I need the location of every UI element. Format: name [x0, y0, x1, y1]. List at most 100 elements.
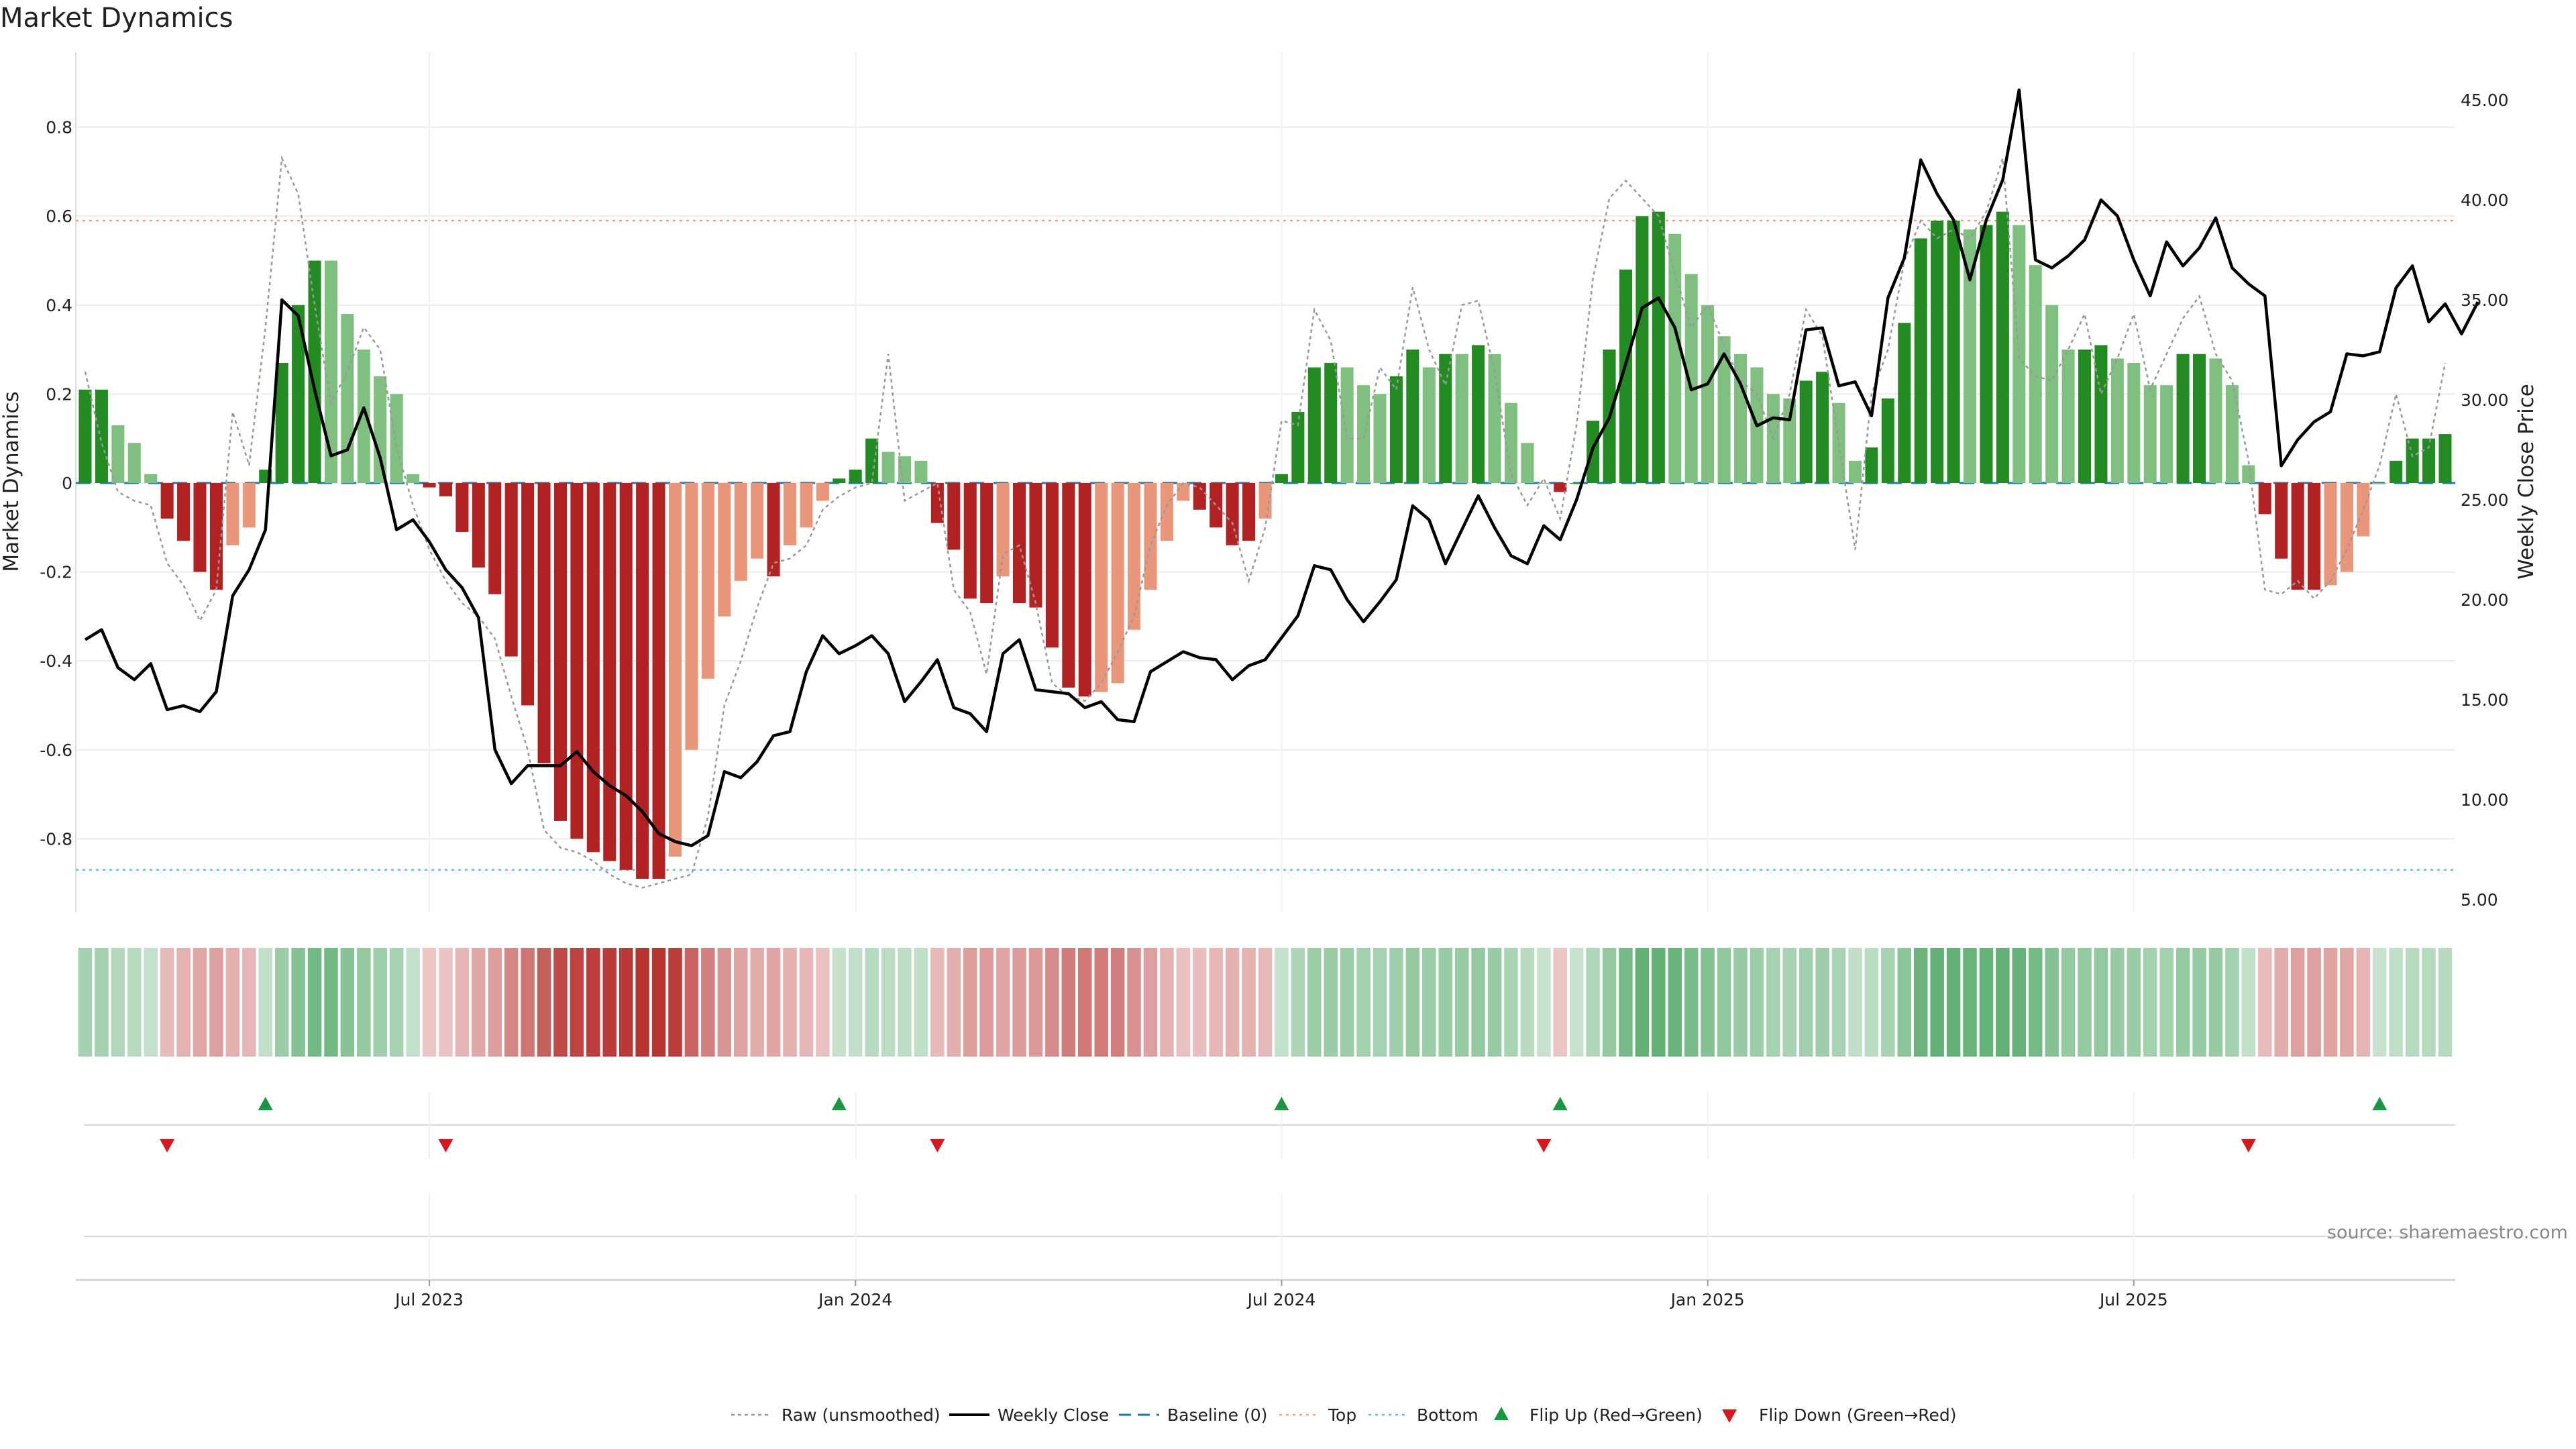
heat-cell: [1619, 948, 1633, 1057]
flip-down-marker: [1536, 1139, 1552, 1152]
heat-cell: [635, 948, 649, 1057]
momentum-bar: [1078, 483, 1091, 697]
momentum-bar: [423, 483, 436, 488]
momentum-bar: [2291, 483, 2304, 590]
momentum-bar: [734, 483, 747, 581]
momentum-bar: [1045, 483, 1059, 648]
heat-cell: [1668, 948, 1682, 1057]
left-axis-label: Market Dynamics: [0, 391, 23, 572]
right-tick-label: 35.00: [2461, 290, 2509, 310]
flip-down-marker: [2241, 1139, 2256, 1152]
heat-cell: [1028, 948, 1043, 1057]
momentum-bar: [2029, 265, 2042, 483]
heat-cell: [2340, 948, 2354, 1057]
heat-cell: [488, 948, 502, 1057]
momentum-bar: [2225, 385, 2239, 483]
left-tick-label: 0.2: [46, 384, 72, 404]
momentum-bars: [78, 211, 2452, 879]
momentum-bar: [1013, 483, 1026, 604]
left-tick-label: 0.4: [46, 296, 72, 315]
momentum-bar: [177, 483, 191, 541]
momentum-bar: [95, 389, 108, 483]
heat-cell: [1684, 948, 1699, 1057]
heat-cell: [1291, 948, 1305, 1057]
momentum-bar: [1193, 483, 1206, 510]
momentum-bar: [718, 483, 731, 616]
legend-label: Raw (unsmoothed): [782, 1405, 941, 1425]
heat-cell: [733, 948, 748, 1057]
flip-up-marker: [1274, 1097, 1289, 1110]
heat-cell: [2159, 948, 2174, 1057]
momentum-bar: [1504, 402, 1517, 483]
right-tick-label: 5.00: [2461, 890, 2498, 910]
heat-cell: [1389, 948, 1403, 1057]
heat-cell: [1733, 948, 1748, 1057]
momentum-bar: [881, 451, 895, 483]
heat-cell: [1405, 948, 1420, 1057]
heat-cell: [1471, 948, 1485, 1057]
right-tick-label: 30.00: [2461, 390, 2509, 410]
lower-panel: [76, 1193, 2455, 1281]
heat-cell: [684, 948, 699, 1057]
momentum-bar: [1848, 460, 1862, 483]
momentum-bar: [833, 478, 846, 483]
source-note: source: sharemaestro.com: [2327, 1222, 2568, 1243]
momentum-bar: [2045, 305, 2059, 483]
right-tick-label: 15.00: [2461, 690, 2509, 710]
heat-cell: [2323, 948, 2338, 1057]
momentum-bar: [553, 483, 568, 821]
heat-cell: [2422, 948, 2436, 1057]
momentum-bar: [2094, 345, 2108, 483]
flip-up-marker: [2372, 1097, 2387, 1110]
x-tick-label: Jul 2023: [394, 1290, 464, 1309]
heat-cell: [1881, 948, 1895, 1057]
heat-cell: [1143, 948, 1158, 1057]
heat-cell: [340, 948, 355, 1057]
heat-cell: [78, 948, 93, 1057]
left-tick-label: 0: [62, 474, 72, 493]
heat-cell: [2389, 948, 2403, 1057]
heat-cell: [930, 948, 945, 1057]
momentum-bar: [2110, 358, 2124, 483]
momentum-bar: [930, 483, 944, 523]
momentum-bar: [816, 483, 829, 501]
momentum-bar: [1095, 483, 1108, 692]
heat-cell: [144, 948, 158, 1057]
heat-cell: [1930, 948, 1944, 1057]
heat-cell: [2274, 948, 2288, 1057]
heat-cell: [602, 948, 617, 1057]
heat-cell: [1750, 948, 1764, 1057]
heat-cell: [1045, 948, 1059, 1057]
heat-cell: [898, 948, 912, 1057]
legend-label: Weekly Close: [998, 1405, 1109, 1425]
momentum-bar: [292, 305, 305, 483]
heat-cell: [373, 948, 388, 1057]
momentum-bar: [1963, 229, 1977, 483]
heat-cell: [619, 948, 633, 1057]
momentum-bar: [980, 483, 994, 604]
right-tick-label: 45.00: [2461, 91, 2509, 110]
heat-cell: [521, 948, 535, 1057]
heat-cell: [389, 948, 404, 1057]
left-tick-label: -0.8: [40, 829, 72, 849]
heat-cell: [1864, 948, 1879, 1057]
heat-cell: [1225, 948, 1240, 1057]
right-tick-label: 25.00: [2461, 490, 2509, 510]
momentum-bar: [308, 260, 321, 483]
momentum-bar: [586, 483, 600, 853]
momentum-bar: [160, 483, 174, 519]
heat-cell: [1963, 948, 1977, 1057]
heat-cell: [1635, 948, 1650, 1057]
heat-cell: [1078, 948, 1092, 1057]
heat-cell: [1553, 948, 1568, 1057]
close-series: [84, 88, 2479, 847]
flip-panel: [84, 1092, 2455, 1159]
momentum-bar: [1619, 269, 1633, 483]
heat-cell: [209, 948, 223, 1057]
heat-cell: [1717, 948, 1731, 1057]
heat-cell: [1520, 948, 1535, 1057]
heat-cell: [2307, 948, 2321, 1057]
momentum-bar: [1291, 411, 1305, 483]
heat-cell: [750, 948, 764, 1057]
momentum-bar: [1177, 483, 1190, 501]
